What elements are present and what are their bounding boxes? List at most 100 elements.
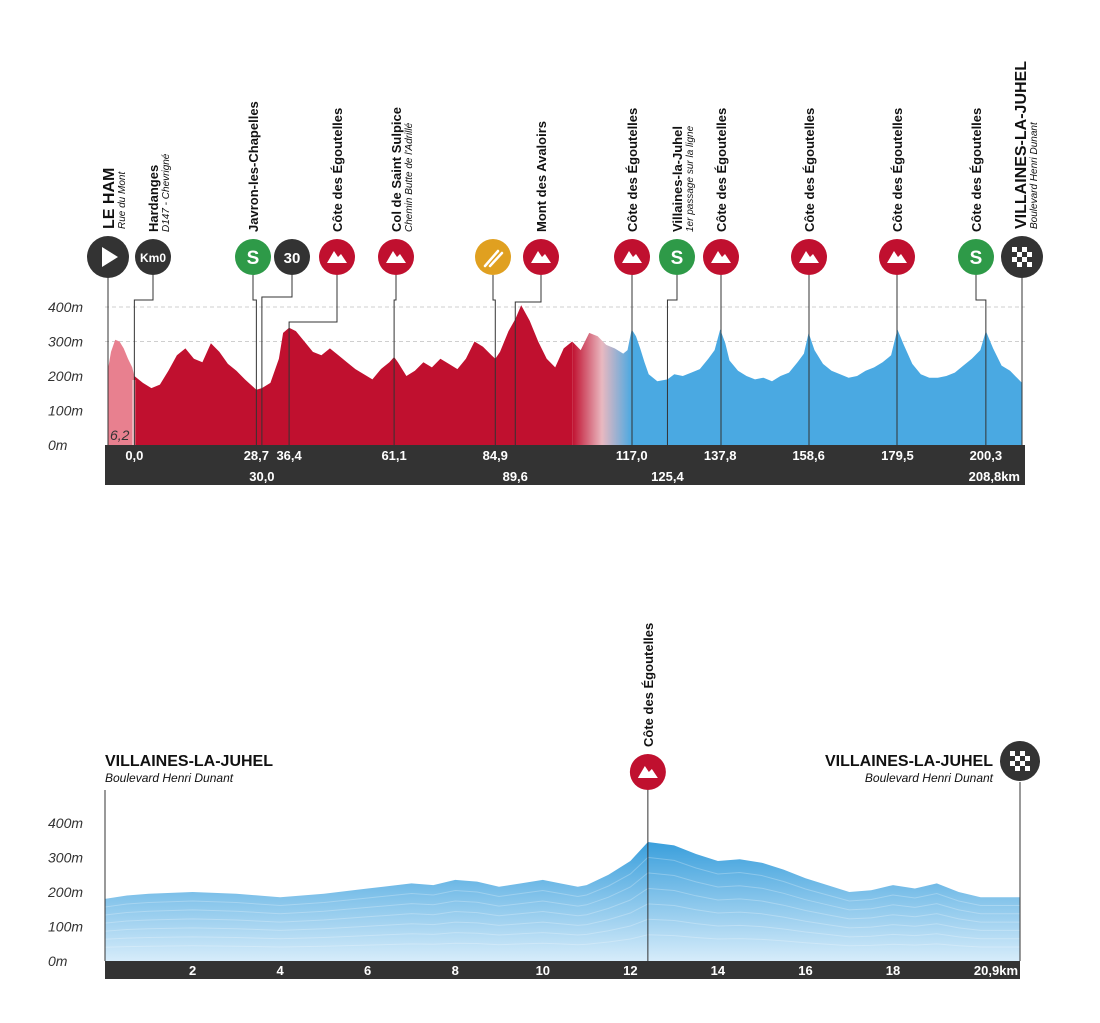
marker-4-label: Col de Saint Sulpice Chemin Butte de l'Ad…: [389, 107, 415, 232]
x-tick-label: 20,9km: [974, 963, 1018, 978]
marker-12-sprint-badge: [958, 239, 994, 275]
start-label: LE HAM Rue du Mont: [101, 168, 128, 229]
km0-label-subtitle: D147 - Chevrigné: [161, 153, 172, 232]
x-tick-label: 30,0: [249, 469, 274, 484]
y-tick-label: 400m: [48, 299, 83, 315]
marker-6-mountain-icon: [531, 251, 551, 263]
marker-3-label-title: Côte des Égoutelles: [330, 108, 345, 232]
marker-2-km-badge: [274, 239, 310, 275]
checkered-flag-icon: [1010, 761, 1015, 766]
checkered-flag-icon: [1015, 756, 1020, 761]
x-tick-label: 6: [364, 963, 371, 978]
checkered-flag-icon: [1020, 751, 1025, 756]
marker-10-mountain-icon: [799, 251, 819, 263]
marker-1-label-title: Javron-les-Chapelles: [246, 101, 261, 232]
neutral-zone: [108, 305, 135, 445]
checkered-flag-icon: [1020, 761, 1025, 766]
checkered-flag-icon: [1025, 756, 1030, 761]
contour-line: [104, 887, 1020, 924]
marker-6-label: Mont des Avaloirs: [534, 121, 549, 232]
start-title: LE HAM: [101, 168, 118, 229]
contour-line: [104, 872, 1020, 916]
marker-8-label-title: Villaines-la-Juhel: [670, 126, 685, 232]
marker-12-label-title: Côte des Égoutelles: [969, 108, 984, 232]
neutral-distance-label: 6,2: [110, 427, 130, 443]
marker-4-label-subtitle: Chemin Butte de l'Adrillé: [404, 122, 415, 232]
checkered-flag-icon: [1022, 257, 1027, 262]
marker-10-label-title: Côte des Égoutelles: [802, 108, 817, 232]
km0-badge-text: Km0: [140, 251, 166, 265]
marker-9-label-title: Côte des Égoutelles: [714, 108, 729, 232]
x-tick-label: 158,6: [792, 448, 825, 463]
x-tick-label: 208,8km: [969, 469, 1020, 484]
y-tick-label: 0m: [48, 953, 68, 969]
marker-5-cutlery-icon: [483, 249, 504, 268]
x-tick-label: 200,3: [970, 448, 1003, 463]
x-tick-label: 4: [277, 963, 285, 978]
y-tick-label: 200m: [47, 884, 83, 900]
x-tick-label: 10: [536, 963, 550, 978]
marker-12-label: Côte des Égoutelles: [969, 108, 984, 232]
y-tick-label: 400m: [48, 815, 83, 831]
marker-4-mountain-icon: [386, 251, 406, 263]
marker-11-label: Côte des Égoutelles: [890, 108, 905, 232]
checkered-flag-icon: [1027, 252, 1032, 257]
checkered-flag-icon: [1027, 262, 1032, 267]
marker-8-sprint-text: S: [671, 248, 684, 269]
marker-7-label: Côte des Égoutelles: [625, 108, 640, 232]
marker-1-sprint-text: S: [247, 248, 260, 269]
marker-line: [252, 275, 257, 445]
x-tick-label: 179,5: [881, 448, 914, 463]
marker-6-label-title: Mont des Avaloirs: [534, 121, 549, 232]
checkered-flag-icon: [1022, 247, 1027, 252]
finish-subtitle: Boulevard Henri Dunant: [1029, 121, 1040, 229]
km0-badge: [135, 239, 171, 275]
blue-zone: [631, 305, 1022, 445]
x-tick-label: 137,8: [704, 448, 737, 463]
red-zone: [134, 305, 573, 445]
marker-8-label-subtitle: 1er passage sur la ligne: [685, 125, 696, 232]
checkered-flag-icon: [1025, 766, 1030, 771]
marker-1-sprint-badge: [235, 239, 271, 275]
transition-zone: [572, 305, 632, 445]
marker-1-label: Javron-les-Chapelles: [246, 101, 261, 232]
y-tick-label: 100m: [48, 919, 83, 935]
checkered-flag-icon: [1012, 257, 1017, 262]
checkered-flag-icon: [1015, 766, 1020, 771]
marker-line: [975, 275, 987, 445]
x-tick-label: 0,0: [125, 448, 143, 463]
km0-label: Hardanges D147 - Chevrigné: [146, 153, 172, 232]
x-tick-label: 16: [798, 963, 812, 978]
x-tick-label: 14: [711, 963, 726, 978]
km0-label-title: Hardanges: [146, 165, 161, 232]
x-tick-label: 61,1: [381, 448, 406, 463]
marker-line: [514, 275, 542, 445]
x-axis-bar: [105, 445, 1025, 485]
contour-line: [104, 934, 1020, 948]
finish-title: VILLAINES-LA-JUHEL: [825, 753, 993, 770]
marker-10-label: Côte des Égoutelles: [802, 108, 817, 232]
marker-line: [666, 275, 678, 445]
marker-line: [492, 275, 496, 445]
marker-2-km-text: 30: [284, 250, 301, 267]
marker-line: [393, 275, 397, 445]
finish-subtitle: Boulevard Henri Dunant: [865, 771, 994, 785]
marker-8-label: Villaines-la-Juhel 1er passage sur la lig…: [670, 125, 696, 232]
marker-11-label-title: Côte des Égoutelles: [890, 108, 905, 232]
y-tick-label: 100m: [48, 403, 83, 419]
stage-profile-2: 400m 300m 200m 100m 0m 2 4 6 8 10 12 14 16 18 20,9km VI…: [47, 623, 1040, 979]
x-tick-label: 84,9: [483, 448, 508, 463]
y-tick-label: 200m: [47, 368, 83, 384]
x-tick-label: 89,6: [503, 469, 528, 484]
x-axis-bar: [105, 961, 1020, 979]
contour-line: [104, 918, 1020, 940]
marker-7-mountain-icon: [622, 251, 642, 263]
marker-7-label-title: Côte des Égoutelles: [625, 108, 640, 232]
contour-line: [104, 903, 1020, 932]
x-tick-label: 28,7: [244, 448, 269, 463]
finish-title: VILLAINES-LA-JUHEL: [1013, 61, 1030, 229]
marker-12-sprint-text: S: [970, 248, 983, 269]
stage-profile-1: 400m 300m 200m 100m 0m 6,2 0,0 28,7 36,4 61,1 84,9…: [47, 61, 1043, 485]
x-tick-label: 18: [886, 963, 900, 978]
